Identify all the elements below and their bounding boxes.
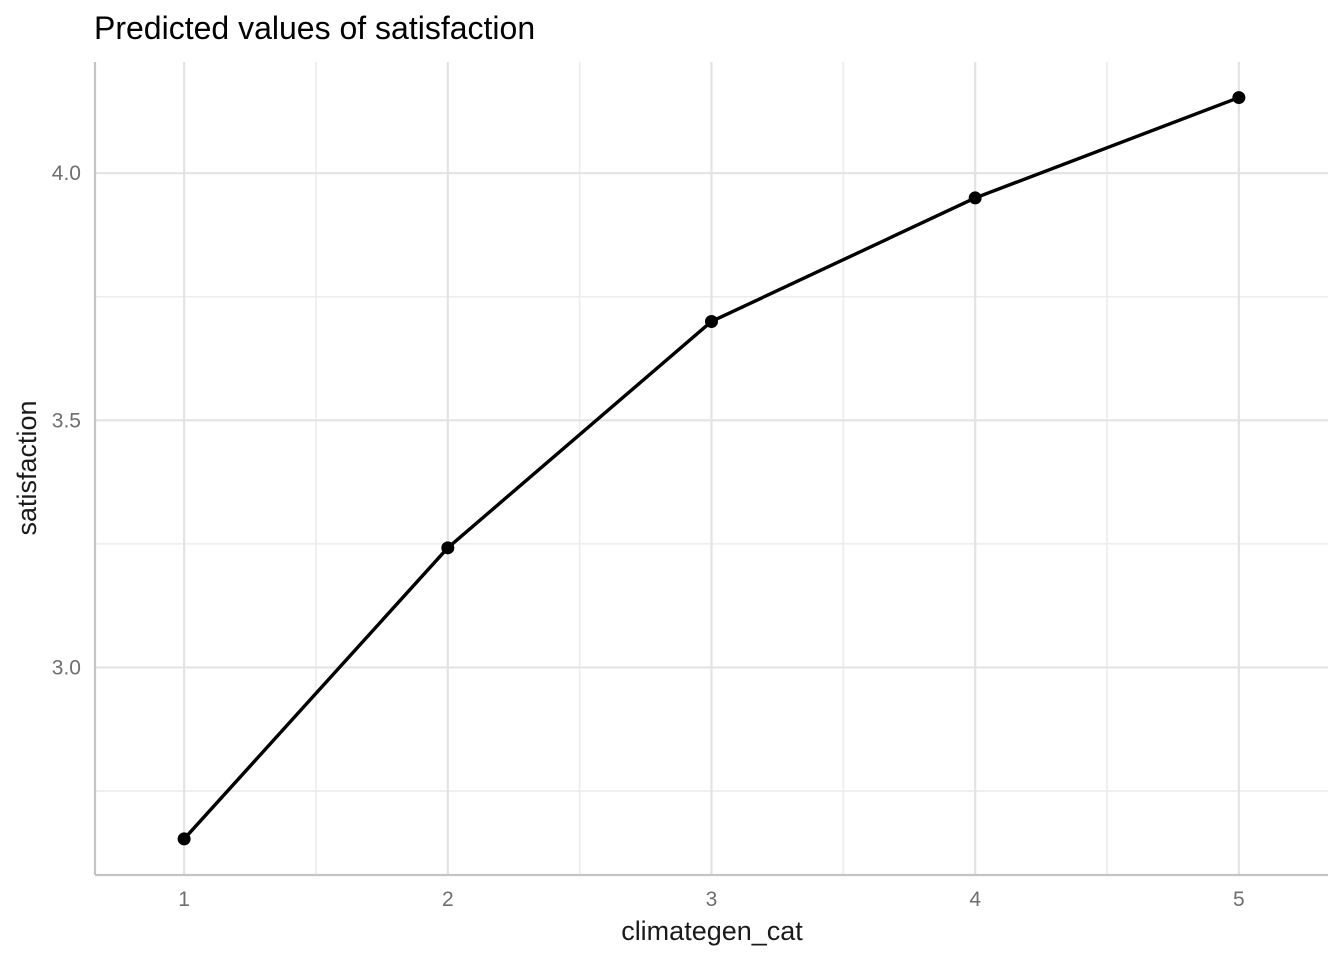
major-gridlines [95, 62, 1328, 875]
data-point [1232, 91, 1246, 105]
data-point [968, 191, 982, 205]
data-point [441, 541, 455, 555]
x-axis-title: climategen_cat [621, 916, 803, 946]
y-axis-title: satisfaction [12, 400, 42, 535]
axes [93, 62, 1328, 877]
x-tick-label: 1 [178, 888, 190, 911]
points-layer [177, 91, 1246, 846]
x-tick-label: 3 [706, 888, 718, 911]
y-tick-label: 3.0 [52, 656, 81, 679]
y-tick-labels: 3.0 3.5 4.0 [52, 162, 81, 679]
y-tick-label: 3.5 [52, 409, 81, 432]
data-point [705, 314, 718, 328]
x-tick-label: 5 [1233, 888, 1245, 911]
x-tick-labels: 1 2 3 4 5 [178, 888, 1244, 911]
x-tick-label: 2 [442, 888, 454, 911]
chart-title: Predicted values of satisfaction [94, 10, 535, 46]
data-point [177, 832, 191, 846]
y-tick-label: 4.0 [52, 162, 81, 185]
x-tick-label: 4 [969, 888, 981, 911]
